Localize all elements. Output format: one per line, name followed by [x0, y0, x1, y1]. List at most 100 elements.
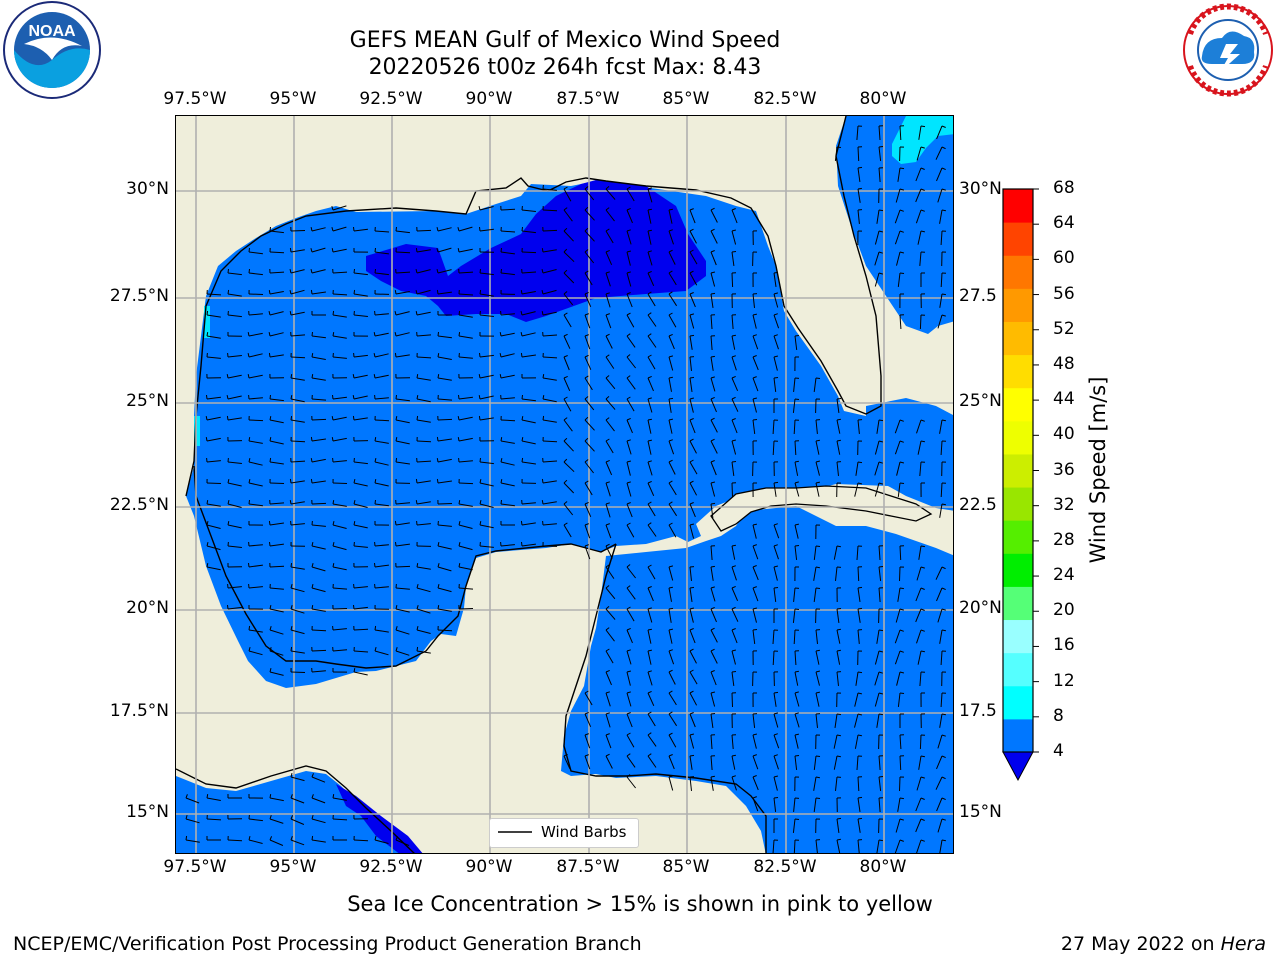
wind-barb-flag	[206, 394, 208, 400]
wind-barb	[290, 650, 305, 654]
wind-barb	[332, 608, 348, 610]
wind-barb	[710, 419, 718, 433]
lat-tick-label: 25°N	[126, 391, 169, 411]
wind-barb	[353, 228, 368, 232]
wind-barb	[416, 334, 432, 337]
wind-barb-flag	[563, 458, 568, 463]
wind-barb-flag	[584, 291, 589, 295]
wind-barb	[290, 289, 305, 295]
wind-barb	[668, 230, 674, 245]
colorbar-tick-label: 16	[1053, 635, 1075, 656]
wind-barb	[500, 461, 515, 466]
wind-barb	[647, 209, 652, 224]
wind-barb-flag	[773, 377, 779, 379]
wind-barb	[897, 797, 901, 812]
wind-barb-flag	[857, 796, 863, 799]
colorbar-tick-label: 32	[1053, 494, 1075, 515]
wind-barb	[689, 629, 696, 644]
wind-barb	[857, 818, 861, 833]
wind-barb	[855, 461, 859, 476]
wind-barb	[605, 230, 614, 244]
wind-barb	[689, 272, 698, 286]
wind-barb	[584, 755, 591, 770]
wind-barb-flag	[689, 228, 694, 232]
wind-barb	[311, 335, 326, 339]
wind-barb-flag	[310, 478, 313, 484]
wind-barb	[563, 482, 575, 494]
colorbar-under-arrow	[1002, 751, 1034, 782]
wind-barb-flag	[605, 249, 610, 253]
wind-barb-flag	[941, 839, 946, 842]
wind-barb	[854, 734, 859, 749]
wind-barb	[857, 587, 861, 602]
wind-barb-flag	[395, 436, 398, 442]
wind-barb	[731, 776, 737, 791]
wind-barb	[290, 501, 305, 505]
wind-barb	[772, 440, 775, 456]
wind-barb-flag	[457, 415, 460, 421]
wind-barb	[437, 458, 452, 463]
wind-barb	[836, 839, 841, 853]
wind-barb	[773, 377, 777, 392]
low-wind-area-pacific	[336, 784, 423, 853]
wind-barb-flag	[941, 503, 946, 506]
wind-barb	[773, 356, 778, 371]
wind-barb-flag	[668, 249, 673, 253]
wind-barb-flag	[857, 671, 863, 674]
wind-barb-flag	[920, 755, 925, 758]
wind-barb	[395, 587, 410, 590]
wind-barb	[668, 671, 676, 685]
wind-barb	[710, 608, 717, 623]
wind-barb-flag	[584, 354, 589, 358]
wind-barb	[584, 335, 591, 350]
wind-barb-flag	[920, 650, 926, 653]
wind-barb	[836, 398, 840, 413]
wind-barb	[731, 629, 738, 644]
wind-barb	[940, 230, 943, 246]
colorbar-segment	[1003, 652, 1033, 687]
wind-barb	[813, 587, 817, 602]
wind-barb	[269, 461, 284, 465]
wind-barb-flag	[899, 167, 905, 170]
wind-barb-flag	[878, 650, 884, 653]
wind-barb-flag	[268, 331, 271, 337]
wind-barb-flag	[941, 608, 946, 611]
wind-barb	[374, 440, 389, 444]
wind-barb-flag	[731, 649, 737, 652]
wind-barb	[374, 482, 389, 487]
wind-barb-flag	[647, 690, 652, 694]
wind-barb	[792, 608, 796, 623]
colorbar-segment	[1003, 387, 1033, 422]
wind-barb	[248, 818, 263, 822]
wind-barb	[834, 713, 838, 728]
wind-barb	[896, 461, 901, 476]
wind-barb	[605, 209, 615, 222]
wind-barb-flag	[584, 313, 589, 316]
wind-barb	[311, 502, 327, 505]
wind-barb-flag	[226, 373, 229, 379]
wind-barb-flag	[290, 646, 293, 652]
wind-barb	[899, 734, 902, 750]
nws-logo	[1176, 0, 1280, 98]
wind-barb-flag	[626, 502, 631, 505]
wind-barb-flag	[626, 585, 631, 589]
wind-barb	[874, 692, 880, 707]
wind-barb	[878, 776, 882, 791]
wind-barb	[935, 566, 943, 580]
wind-barb	[374, 839, 389, 844]
wind-barb	[773, 755, 779, 770]
wind-barb	[647, 692, 655, 707]
wind-barb	[416, 501, 431, 505]
wind-barb	[563, 377, 571, 392]
wind-barb	[710, 671, 717, 686]
wind-barb	[269, 251, 285, 254]
wind-barb-flag	[626, 396, 631, 400]
wind-barb-flag	[311, 331, 313, 337]
wind-barb-flag	[605, 292, 610, 295]
wind-barb-flag	[248, 437, 251, 442]
wind-barb	[479, 417, 494, 421]
wind-barb-flag	[773, 334, 778, 337]
wind-barb	[915, 587, 922, 602]
wind-barb	[269, 482, 285, 484]
wind-barb-flag	[311, 353, 314, 358]
